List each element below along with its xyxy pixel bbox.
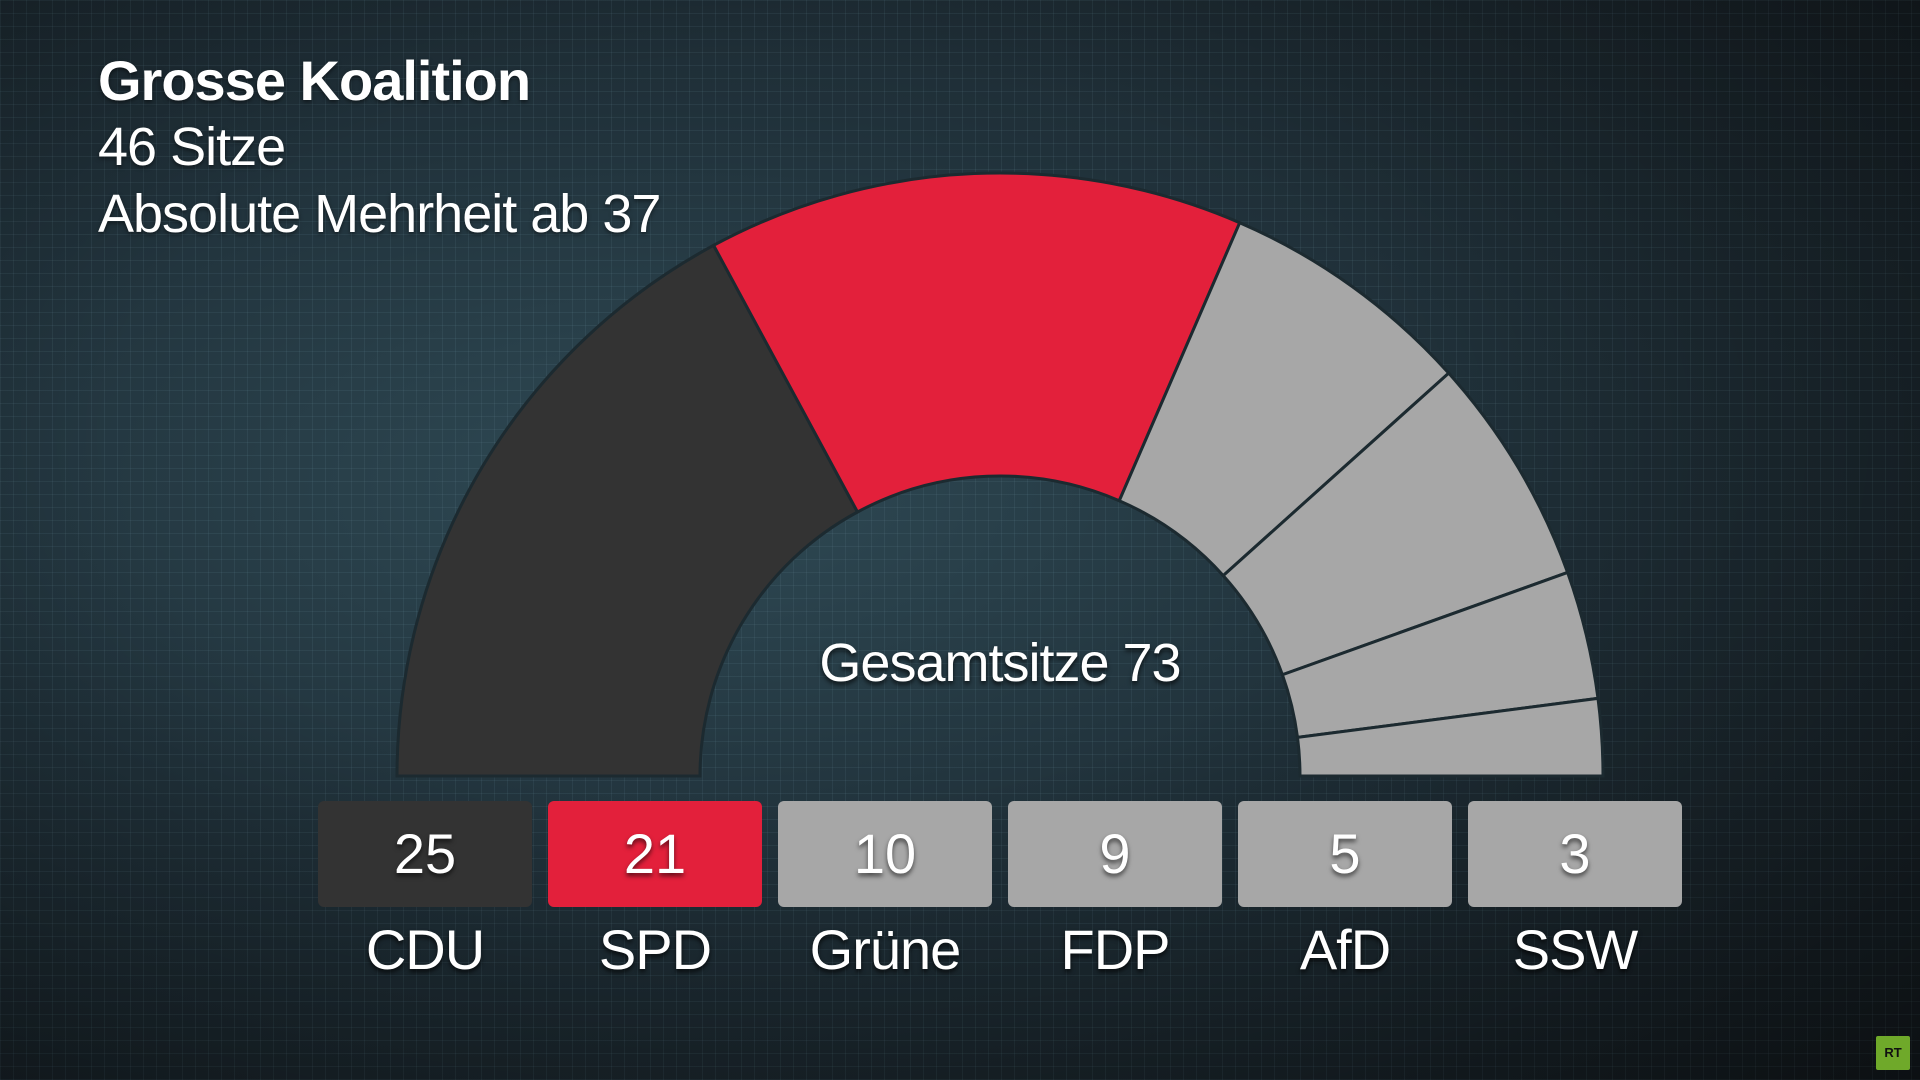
seat-count-fdp: 9 — [1008, 801, 1222, 907]
coalition-seats-label: 46 Sitze — [98, 117, 286, 177]
hemicycle-segment-spd — [711, 171, 1242, 515]
hemicycle-segment-cdu — [395, 243, 860, 778]
party-name-cdu: CDU — [365, 918, 485, 981]
party-legend: 25 CDU 21 SPD 10 Grüne 9 FDP 5 AfD 3 SSW — [318, 801, 1682, 981]
party-name-spd: SPD — [598, 918, 712, 981]
party-item-cdu: 25 CDU — [318, 801, 532, 985]
seat-count-grüne: 10 — [778, 801, 992, 907]
party-item-ssw: 3 SSW — [1468, 801, 1682, 985]
party-item-spd: 21 SPD — [548, 801, 762, 985]
chart-title: Grosse Koalition — [98, 49, 531, 112]
title-block: Grosse Koalition 46 Sitze Absolute Mehrh… — [98, 48, 661, 248]
party-item-grüne: 10 Grüne — [778, 801, 992, 985]
party-item-afd: 5 AfD — [1238, 801, 1452, 985]
majority-label: Absolute Mehrheit ab 37 — [98, 184, 661, 244]
hemicycle-segment-ssw — [1295, 696, 1605, 778]
total-seats-label: Gesamtsitze 73 — [819, 633, 1181, 693]
party-item-fdp: 9 FDP — [1008, 801, 1222, 985]
party-name-ssw: SSW — [1512, 918, 1639, 981]
party-name-fdp: FDP — [1060, 918, 1171, 981]
party-name-grüne: Grüne — [809, 918, 962, 981]
seat-count-spd: 21 — [548, 801, 762, 907]
seat-count-cdu: 25 — [318, 801, 532, 907]
party-name-afd: AfD — [1299, 918, 1391, 981]
rt-logo: RT — [1876, 1036, 1910, 1070]
seat-count-afd: 5 — [1238, 801, 1452, 907]
seat-count-ssw: 3 — [1468, 801, 1682, 907]
